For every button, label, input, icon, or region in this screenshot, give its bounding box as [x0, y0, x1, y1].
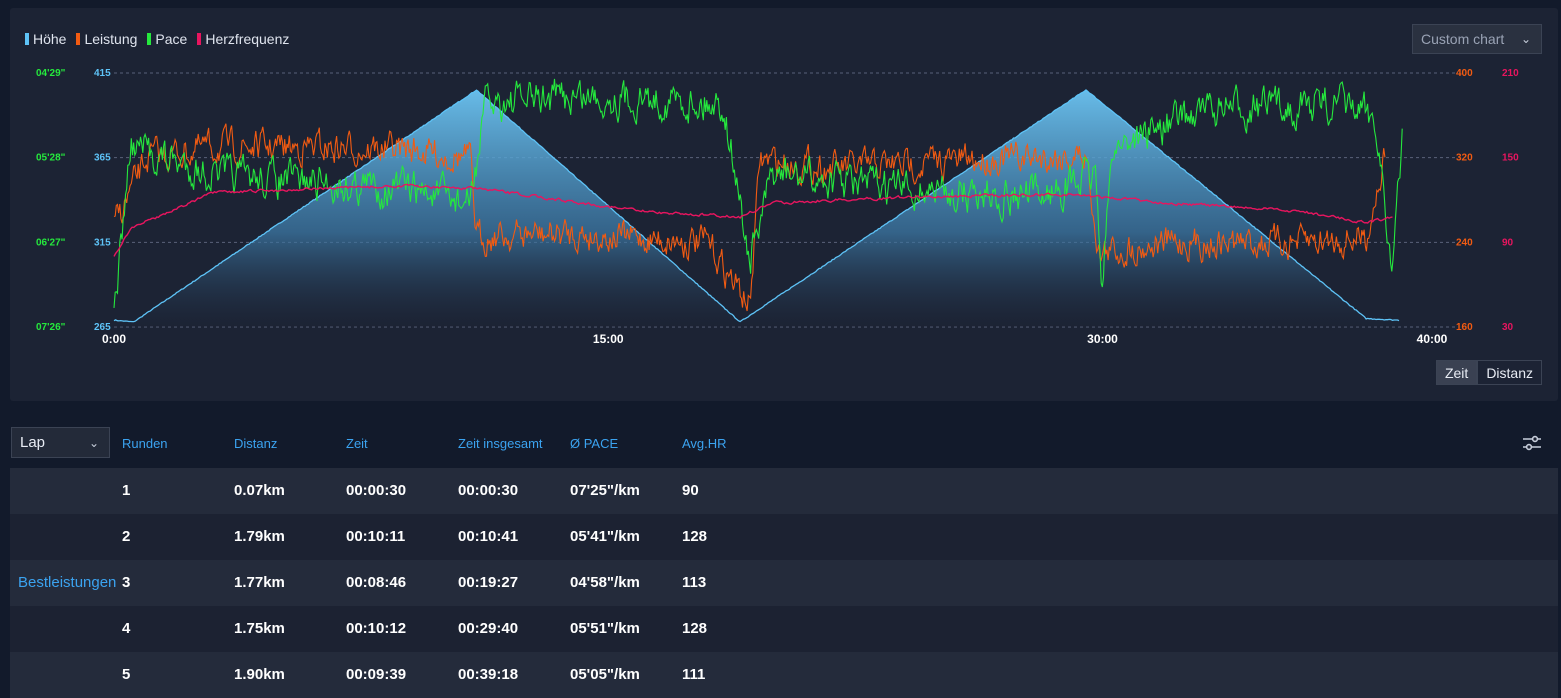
hoehe-area	[114, 90, 1399, 327]
table-row[interactable]: 4 1.75km 00:10:12 00:29:40 05'51"/km 128	[10, 606, 1558, 652]
table-cell: 111	[682, 666, 706, 683]
legend-label: Pace	[155, 31, 188, 47]
chart-panel: Höhe Leistung Pace Herzfrequenz Custom c…	[10, 8, 1558, 401]
x-tick-label: 15:00	[593, 332, 624, 346]
legend-swatch	[147, 33, 152, 45]
toggle-zeit-button[interactable]: Zeit	[1435, 360, 1478, 385]
table-cell: 2	[122, 528, 131, 545]
lap-dropdown-label: Lap	[20, 434, 46, 451]
table-cell: 00:29:40	[458, 620, 519, 637]
x-tick-label: 30:00	[1087, 332, 1118, 346]
table-cell: 1.90km	[234, 666, 285, 683]
column-settings-icon[interactable]	[1522, 434, 1542, 452]
lap-dropdown[interactable]: Lap ⌄	[11, 427, 110, 458]
table-cell: 00:00:30	[346, 482, 407, 499]
table-body: 1 0.07km 00:00:30 00:00:30 07'25"/km 90 2 1.79k…	[10, 468, 1558, 698]
custom-chart-dropdown[interactable]: Custom chart ⌄	[1412, 24, 1542, 54]
pace-tick-label: 06'27"	[36, 237, 66, 248]
table-cell: 1.77km	[234, 574, 285, 591]
table-cell: 00:10:11	[346, 528, 406, 545]
legend-swatch	[76, 33, 81, 45]
table-cell: 00:00:30	[458, 482, 519, 499]
best-performance-link[interactable]: Bestleistungen	[18, 574, 117, 591]
table-cell: 5	[122, 666, 131, 683]
table-cell: 00:39:18	[458, 666, 519, 683]
table-cell: 128	[682, 528, 708, 545]
table-cell: 05'05"/km	[570, 666, 640, 683]
table-cell: 00:10:41	[458, 528, 519, 545]
hoehe-line	[113, 89, 1400, 323]
table-cell: 07'25"/km	[570, 482, 640, 499]
table-row[interactable]: 5 1.90km 00:09:39 00:39:18 05'05"/km 111	[10, 652, 1558, 698]
col-distanz[interactable]: Distanz	[234, 436, 278, 451]
table-cell: 90	[682, 482, 699, 499]
hr-tick-label: 210	[1502, 68, 1519, 79]
hr-tick-label: 90	[1502, 237, 1514, 248]
table-cell: 113	[682, 574, 707, 591]
pace-tick-label: 05'28"	[36, 153, 66, 164]
leistung-tick-label: 400	[1456, 68, 1473, 79]
table-cell: 00:10:12	[346, 620, 407, 637]
table-row[interactable]: 1 0.07km 00:00:30 00:00:30 07'25"/km 90	[10, 468, 1558, 514]
legend-label: Leistung	[84, 31, 138, 47]
legend-leistung[interactable]: Leistung	[76, 31, 137, 47]
table-cell: 00:09:39	[346, 666, 407, 683]
pace-tick-label: 07'26"	[36, 322, 66, 333]
table-cell: 05'51"/km	[570, 620, 640, 637]
x-tick-label: 40:00	[1417, 332, 1448, 346]
leistung-tick-label: 160	[1456, 322, 1473, 333]
table-row[interactable]: 2 1.79km 00:10:11 00:10:41 05'41"/km 128	[10, 514, 1558, 560]
legend-pace[interactable]: Pace	[147, 31, 187, 47]
leistung-tick-label: 320	[1456, 153, 1473, 164]
col-avg-hr[interactable]: Avg.HR	[682, 436, 727, 451]
legend-swatch	[197, 33, 202, 45]
x-tick-label: 0:00	[102, 332, 126, 346]
chevron-down-icon: ⌄	[88, 435, 99, 450]
custom-chart-label: Custom chart	[1421, 31, 1505, 47]
legend-hoehe[interactable]: Höhe	[25, 31, 66, 47]
hr-tick-label: 30	[1502, 322, 1514, 333]
table-cell: 3	[122, 574, 131, 591]
table-cell: 1	[122, 482, 131, 499]
hoehe-tick-label: 415	[94, 68, 111, 79]
hoehe-tick-label: 315	[94, 237, 111, 248]
leistung-tick-label: 240	[1456, 237, 1473, 248]
hoehe-tick-label: 265	[94, 322, 111, 333]
table-cell: 1.79km	[234, 528, 285, 545]
pace-tick-label: 04'29"	[36, 68, 66, 79]
activity-chart[interactable]: 04'29" 05'28" 06'27" 07'26" 415 365 315 265 400 3…	[10, 8, 1558, 358]
x-axis-toggle: Zeit Distanz	[1435, 360, 1542, 385]
legend-label: Herzfrequenz	[205, 31, 290, 47]
chevron-down-icon: ⌄	[1520, 32, 1531, 46]
table-cell: 00:19:27	[458, 574, 519, 591]
table-cell: 128	[682, 620, 708, 637]
herzfrequenz-line	[113, 183, 1393, 257]
table-cell: 4	[122, 620, 131, 637]
toggle-distanz-button[interactable]: Distanz	[1477, 360, 1542, 385]
legend-label: Höhe	[33, 31, 67, 47]
legend-swatch	[25, 33, 29, 45]
table-header: Runden Distanz Zeit Zeit insgesamt Ø PAC…	[10, 436, 1558, 456]
col-zeit[interactable]: Zeit	[346, 436, 368, 451]
hoehe-tick-label: 365	[94, 153, 111, 164]
table-cell: 0.07km	[234, 482, 285, 499]
col-pace[interactable]: Ø PACE	[570, 436, 619, 451]
table-cell: 1.75km	[234, 620, 285, 637]
table-cell: 04'58"/km	[570, 574, 640, 591]
table-cell: 00:08:46	[346, 574, 407, 591]
table-row[interactable]: Bestleistungen 3 1.77km 00:08:46 00:19:27 04'…	[10, 560, 1558, 606]
table-cell: 05'41"/km	[570, 528, 640, 545]
leistung-line	[113, 123, 1386, 312]
col-zeit-insgesamt[interactable]: Zeit insgesamt	[458, 436, 543, 451]
legend-herzfrequenz[interactable]: Herzfrequenz	[197, 31, 289, 47]
hr-tick-label: 150	[1502, 153, 1519, 164]
chart-legend: Höhe Leistung Pace Herzfrequenz	[25, 31, 289, 47]
col-runden[interactable]: Runden	[122, 436, 168, 451]
